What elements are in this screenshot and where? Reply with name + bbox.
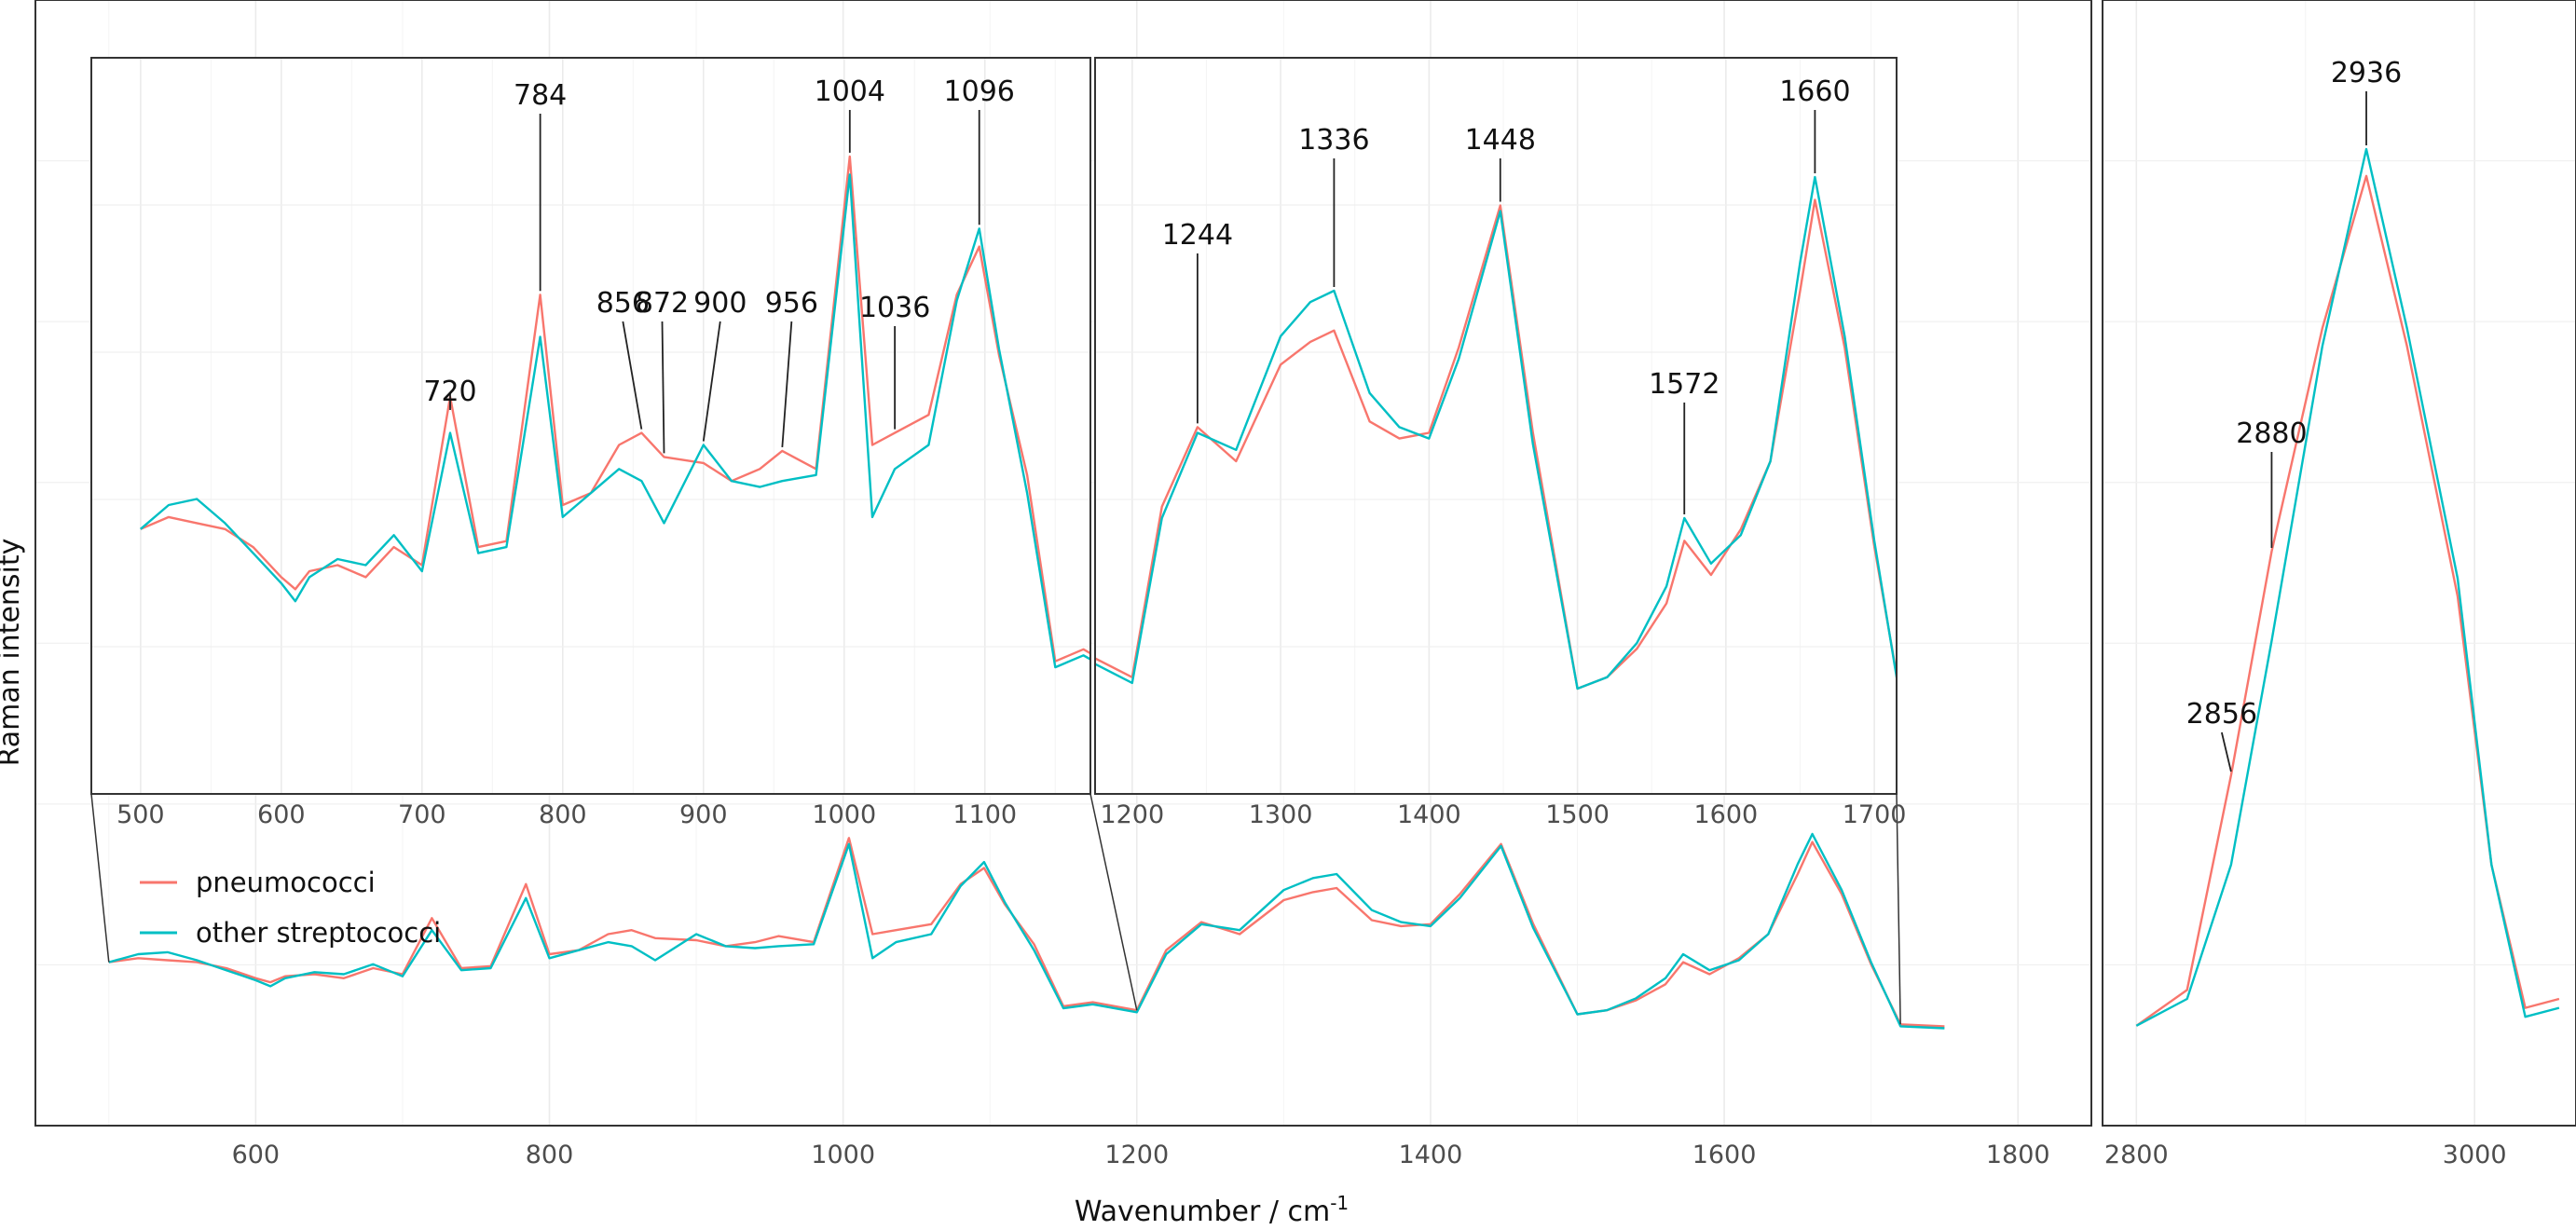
annotation-label: 1336	[1298, 124, 1369, 157]
annotation-label: 2880	[2236, 417, 2307, 450]
zoom-connector	[1896, 793, 1901, 1025]
annotation-label: 784	[514, 79, 567, 112]
series-line-other-streptococci	[1095, 175, 1897, 690]
x-tick-label: 1000	[812, 800, 876, 829]
x-tick-label: 800	[526, 1141, 574, 1169]
tick-labels: 600 800 1000 1200 1400 1600 1800 2800 3000 500 600…	[116, 800, 2506, 1169]
annotation-label: 720	[423, 376, 476, 408]
annotation-label: 1448	[1465, 124, 1536, 157]
annotation-label: 1036	[859, 292, 930, 324]
panel-bg-ch-region	[2103, 0, 2576, 1126]
inset-layer	[91, 58, 1897, 794]
annotation-label: 2856	[2186, 698, 2257, 731]
panel-bg-inset-low	[91, 58, 1090, 794]
annotation-leader	[661, 321, 665, 454]
annotation-label: 856	[596, 287, 650, 320]
series-line-pneumococci	[108, 837, 1945, 1028]
x-tick-label: 1200	[1104, 1141, 1169, 1169]
x-axis-title-superscript: -1	[1330, 1192, 1349, 1214]
x-tick-label: 1400	[1399, 1141, 1463, 1169]
annotation-label: 1572	[1649, 368, 1720, 401]
x-tick-label: 3000	[2443, 1141, 2507, 1169]
y-axis-title: Raman intensity	[0, 539, 26, 767]
annotation-leader	[702, 321, 721, 442]
annotation-leader	[2221, 731, 2232, 772]
series-lines	[91, 58, 2560, 1030]
annotation-label: 900	[693, 287, 747, 320]
panel-bg-inset-high	[1095, 58, 1897, 794]
annotation-label: 1004	[815, 75, 885, 108]
annotation-label: 872	[636, 287, 689, 320]
annotation-label: 1660	[1779, 75, 1850, 108]
legend: pneumococci other streptococci	[140, 867, 441, 949]
series-line-other-streptococci	[2135, 147, 2560, 1027]
x-tick-label: 600	[232, 1141, 281, 1169]
x-tick-label: 1600	[1692, 1141, 1757, 1169]
x-tick-label: 800	[539, 800, 587, 829]
series-group-inset-high	[1095, 175, 1897, 690]
zoom-connector	[1089, 793, 1138, 1011]
panel-frame-ch-region	[2102, 0, 2576, 1127]
annotation-leader	[622, 321, 643, 430]
x-tick-label: 1300	[1249, 800, 1313, 829]
x-tick-label: 500	[116, 800, 165, 829]
panel-frames	[34, 0, 2576, 1127]
series-group-main	[108, 832, 1945, 1030]
x-tick-label: 600	[257, 800, 306, 829]
x-tick-label: 1200	[1100, 800, 1164, 829]
annotation-leader	[781, 321, 793, 448]
x-tick-label: 1000	[811, 1141, 875, 1169]
panel-frame-inset-high	[1094, 57, 1898, 795]
annotation-label: 1244	[1162, 219, 1233, 252]
zoom-connector	[90, 793, 110, 963]
x-axis-title-text: Wavenumber / cm	[1075, 1196, 1330, 1228]
legend-label-other-streptococci: other streptococci	[196, 917, 441, 949]
annotation-label: 2936	[2331, 57, 2402, 89]
legend-label-pneumococci: pneumococci	[196, 867, 376, 898]
panel-frame-main	[34, 0, 2092, 1127]
panel-frame-inset-low	[90, 57, 1091, 795]
x-tick-label: 700	[398, 800, 446, 829]
series-line-pneumococci	[140, 155, 1090, 663]
x-tick-label: 1100	[952, 800, 1017, 829]
x-tick-label: 900	[679, 800, 728, 829]
x-tick-label: 2800	[2104, 1141, 2169, 1169]
series-group-ch-region	[2135, 147, 2560, 1027]
x-tick-label: 1600	[1693, 800, 1758, 829]
x-tick-label: 1400	[1397, 800, 1461, 829]
x-axis-title: Wavenumber / cm-1	[1075, 1192, 1349, 1228]
series-line-other-streptococci	[140, 173, 1090, 669]
series-line-pneumococci	[1095, 198, 1897, 690]
series-line-other-streptococci	[108, 832, 1945, 1030]
x-tick-label: 1800	[1986, 1141, 2050, 1169]
x-tick-label: 1500	[1545, 800, 1610, 829]
annotation-label: 1096	[944, 75, 1015, 108]
annotation-label: 956	[765, 287, 818, 320]
series-group-inset-low	[140, 155, 1090, 669]
x-tick-label: 1700	[1843, 800, 1907, 829]
